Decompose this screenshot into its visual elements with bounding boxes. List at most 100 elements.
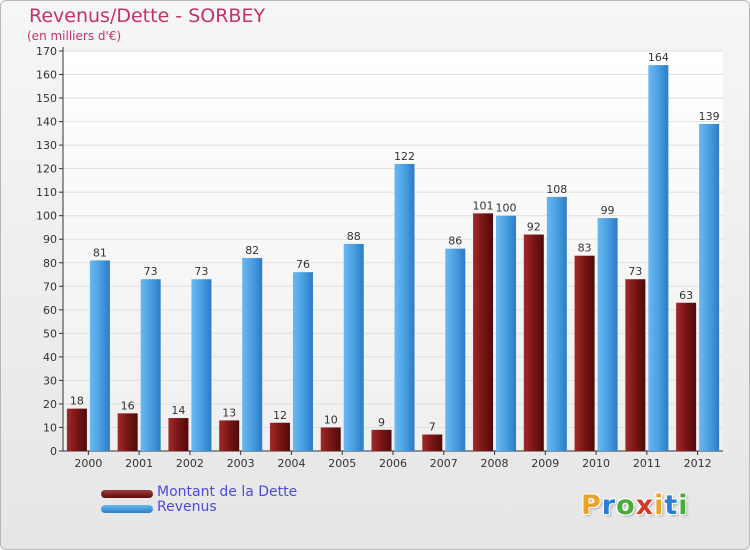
bar-dette [574, 255, 595, 451]
bar-revenus [140, 279, 161, 451]
data-label-revenus: 100 [496, 202, 517, 215]
bar-revenus [292, 272, 313, 451]
chart-title: Revenus/Dette - SORBEY [29, 5, 266, 27]
y-tick-label: 170 [36, 45, 57, 58]
logo-letter: i [678, 490, 689, 521]
data-label-revenus: 73 [144, 265, 158, 278]
x-tick-label: 2008 [481, 457, 509, 470]
x-tick-label: 2002 [176, 457, 204, 470]
bar-revenus [597, 218, 618, 451]
y-tick-label: 100 [36, 210, 57, 223]
data-label-revenus: 99 [601, 204, 615, 217]
y-tick-label: 60 [43, 304, 57, 317]
data-label-dette: 13 [222, 406, 236, 419]
proxiti-logo: Proxiti [581, 490, 689, 521]
x-tick-label: 2009 [531, 457, 559, 470]
y-tick-label: 70 [43, 280, 57, 293]
y-tick-label: 30 [43, 374, 57, 387]
bar-dette [269, 422, 290, 451]
data-label-revenus: 122 [394, 150, 415, 163]
data-label-dette: 73 [628, 265, 642, 278]
data-label-dette: 92 [527, 221, 541, 234]
x-tick-label: 2000 [74, 457, 102, 470]
bar-dette [219, 420, 240, 451]
logo-letter: x [635, 490, 655, 521]
bar-dette [117, 413, 138, 451]
logo-letter: o [616, 490, 636, 521]
y-tick-label: 110 [36, 186, 57, 199]
x-tick-label: 2006 [379, 457, 407, 470]
bar-dette [66, 408, 87, 451]
y-tick-label: 20 [43, 398, 57, 411]
data-label-revenus: 86 [448, 235, 462, 248]
y-tick-label: 40 [43, 351, 57, 364]
y-tick-label: 150 [36, 92, 57, 105]
x-tick-label: 2007 [430, 457, 458, 470]
data-label-dette: 14 [171, 404, 185, 417]
x-tick-label: 2003 [227, 457, 255, 470]
bar-dette [625, 279, 646, 451]
legend-swatch-revenus [101, 505, 153, 513]
data-label-dette: 10 [324, 413, 338, 426]
data-label-revenus: 73 [194, 265, 208, 278]
data-label-revenus: 81 [93, 246, 107, 259]
bar-dette [422, 434, 443, 451]
bar-revenus [242, 258, 263, 451]
x-tick-label: 2012 [684, 457, 712, 470]
x-tick-label: 2005 [328, 457, 356, 470]
data-label-dette: 16 [121, 399, 135, 412]
x-tick-label: 2011 [633, 457, 661, 470]
bar-dette [371, 429, 392, 451]
y-tick-label: 90 [43, 233, 57, 246]
bar-dette [168, 418, 189, 451]
x-tick-label: 2001 [125, 457, 153, 470]
y-tick-label: 50 [43, 327, 57, 340]
logo-letter: i [654, 490, 665, 521]
bar-revenus [496, 215, 517, 451]
y-tick-label: 80 [43, 257, 57, 270]
logo-letter: r [601, 490, 617, 521]
bar-revenus [89, 260, 110, 451]
bar-revenus [546, 196, 567, 451]
y-tick-label: 160 [36, 69, 57, 82]
plot-area [63, 51, 723, 451]
bar-dette [320, 427, 341, 451]
bar-dette [473, 213, 494, 451]
logo-letter: P [581, 490, 602, 521]
legend-label-dette: Montant de la Dette [157, 484, 298, 500]
x-tick-label: 2004 [277, 457, 305, 470]
y-tick-label: 130 [36, 139, 57, 152]
data-label-revenus: 88 [347, 230, 361, 243]
y-tick-label: 140 [36, 116, 57, 129]
data-label-revenus: 139 [699, 110, 720, 123]
bar-revenus [343, 243, 364, 451]
data-label-dette: 12 [273, 409, 287, 422]
data-label-revenus: 108 [546, 183, 567, 196]
data-label-dette: 101 [473, 199, 494, 212]
data-label-dette: 83 [578, 242, 592, 255]
x-tick-label: 2010 [582, 457, 610, 470]
bar-dette [523, 234, 544, 451]
bar-revenus [648, 65, 669, 451]
legend-swatch-dette [101, 490, 153, 498]
data-label-dette: 63 [679, 289, 693, 302]
legend-label-revenus: Revenus [157, 499, 217, 515]
y-tick-label: 0 [50, 445, 57, 458]
bar-revenus [191, 279, 212, 451]
data-label-revenus: 164 [648, 51, 669, 64]
bar-revenus [394, 163, 415, 452]
bar-revenus [699, 123, 720, 452]
bar-dette [676, 302, 697, 451]
chart-subtitle: (en milliers d'€) [27, 29, 122, 43]
data-label-dette: 9 [378, 416, 385, 429]
data-label-dette: 18 [70, 395, 84, 408]
data-label-revenus: 82 [245, 244, 259, 257]
bar-revenus [445, 248, 466, 451]
logo-letter: t [664, 490, 679, 521]
data-label-dette: 7 [429, 421, 436, 434]
data-label-revenus: 76 [296, 258, 310, 271]
y-tick-label: 120 [36, 163, 57, 176]
y-tick-label: 10 [43, 421, 57, 434]
